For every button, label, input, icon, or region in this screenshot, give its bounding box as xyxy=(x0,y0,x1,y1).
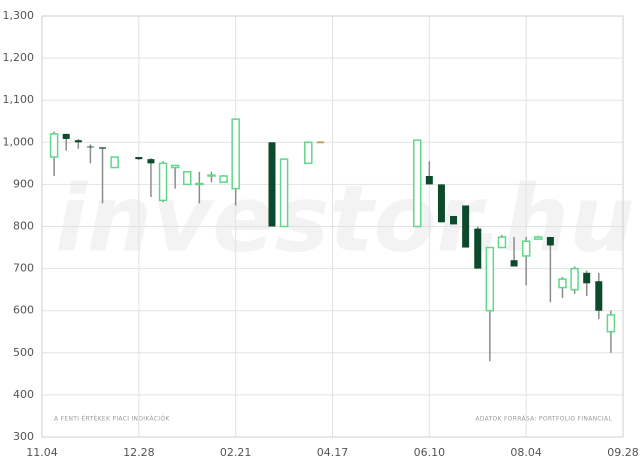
candle-body xyxy=(62,133,70,139)
candle-body xyxy=(279,158,289,228)
candle-body xyxy=(170,164,180,169)
y-tick-label: 300 xyxy=(13,430,34,443)
candle-body xyxy=(304,141,313,165)
y-tick-label: 400 xyxy=(13,388,34,401)
candle-body xyxy=(195,182,204,186)
candle-body xyxy=(497,236,507,249)
candle-body xyxy=(425,175,433,185)
y-tick-label: 900 xyxy=(13,177,34,190)
candle-body xyxy=(534,236,543,240)
x-tick-label: 09.28 xyxy=(607,446,639,459)
candle-body xyxy=(570,267,579,291)
x-tick-label: 02.21 xyxy=(220,446,252,459)
x-tick-label: 06.10 xyxy=(414,446,446,459)
x-tick-label: 08.04 xyxy=(510,446,542,459)
candle-body xyxy=(462,205,470,248)
candle-body xyxy=(437,184,445,223)
candle-body xyxy=(606,314,616,333)
candle-body xyxy=(268,142,276,227)
y-tick-label: 1,300 xyxy=(3,9,35,22)
x-tick-label: 11.04 xyxy=(26,446,58,459)
candle-body xyxy=(521,240,531,257)
y-tick-label: 1,100 xyxy=(3,93,35,106)
candle-body xyxy=(412,139,422,228)
candle-body xyxy=(450,215,458,225)
candle-body xyxy=(583,272,591,284)
candle-body xyxy=(546,237,554,246)
y-tick-label: 700 xyxy=(13,262,34,275)
candle-body xyxy=(219,175,228,184)
y-tick-label: 500 xyxy=(13,346,34,359)
candle-body xyxy=(86,146,94,148)
candle-body xyxy=(595,281,603,311)
candle-body xyxy=(99,147,107,149)
y-tick-label: 1,000 xyxy=(3,135,35,148)
y-tick-label: 800 xyxy=(13,220,34,233)
candle-body xyxy=(510,260,518,267)
y-tick-label: 600 xyxy=(13,304,34,317)
candle-body xyxy=(474,228,482,269)
x-tick-label: 04.17 xyxy=(317,446,349,459)
candle-body xyxy=(49,133,59,158)
x-tick-label: 12.28 xyxy=(123,446,155,459)
plot-border xyxy=(41,15,624,438)
candle-body xyxy=(485,246,495,312)
watermark: investor.hu xyxy=(55,165,635,272)
footnote: A FENTI ÉRTÉKEK PIACI INDIKÁCIÓK xyxy=(54,415,170,423)
candle-body xyxy=(207,174,216,177)
source-note: ADATOK FORRÁSA: PORTFOLIO FINANCIAL xyxy=(475,416,612,423)
candle-body xyxy=(158,162,168,202)
y-tick-label: 1,200 xyxy=(3,51,35,64)
candle-body xyxy=(558,278,567,289)
candle-body xyxy=(110,156,119,169)
candle-body xyxy=(74,140,82,143)
candle-body xyxy=(135,157,143,160)
candle-body xyxy=(147,159,155,164)
candle-body xyxy=(231,118,240,190)
candle-body xyxy=(183,171,192,186)
